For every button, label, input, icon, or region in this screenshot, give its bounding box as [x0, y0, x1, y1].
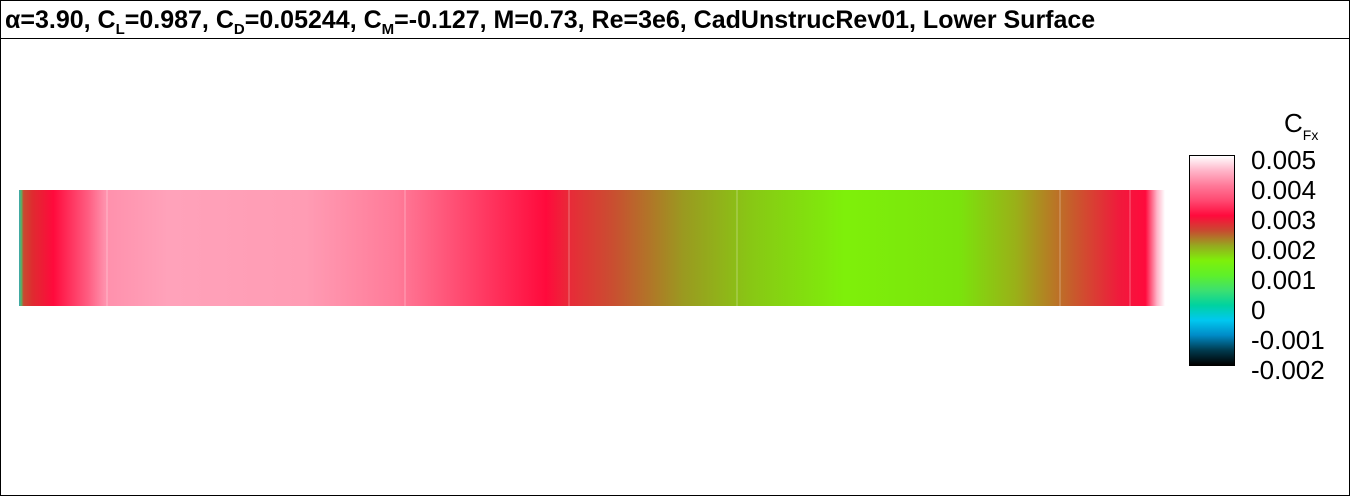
cm-main: C [363, 6, 382, 34]
cl-sub: L [115, 21, 125, 38]
mesh-lines [106, 190, 1131, 306]
cd-main: C [215, 6, 234, 34]
colorbar-tick-label: 0.005 [1251, 145, 1317, 175]
cd-sub: D [233, 21, 245, 38]
colorbar-tick-label: 0.004 [1251, 175, 1317, 205]
colorbar-tick-label: -0.002 [1251, 355, 1325, 385]
alpha-value: =3.90, [20, 6, 98, 34]
cd-value: =0.05244, [244, 6, 364, 34]
cm-sub: M [381, 21, 395, 38]
plot-title: α=3.90, CL=0.987, CD=0.05244, CM=-0.127,… [1, 1, 1349, 39]
colorbar-tick-label: -0.001 [1251, 325, 1325, 355]
colorbar-fill [1190, 156, 1234, 365]
colorbar-title: CFx [1284, 108, 1318, 142]
colorbar-tick-label: 0.001 [1251, 265, 1317, 295]
colorbar-title-main: C [1284, 108, 1303, 138]
cm-value: =-0.127, M=0.73, Re=3e6, CadUnstrucRev01… [394, 6, 1096, 34]
surface-contour-strip [19, 190, 1165, 306]
colorbar-tick-label: 0.002 [1251, 235, 1317, 265]
colorbar-tick-label: 0.003 [1251, 205, 1317, 235]
alpha-symbol: α [5, 6, 21, 34]
colorbar-title-sub: Fx [1302, 127, 1319, 143]
cl-main: C [97, 6, 116, 34]
cl-value: =0.987, [124, 6, 216, 34]
colorbar [1189, 155, 1235, 366]
contour-fill [19, 190, 1165, 306]
colorbar-tick-label: 0 [1251, 295, 1266, 325]
